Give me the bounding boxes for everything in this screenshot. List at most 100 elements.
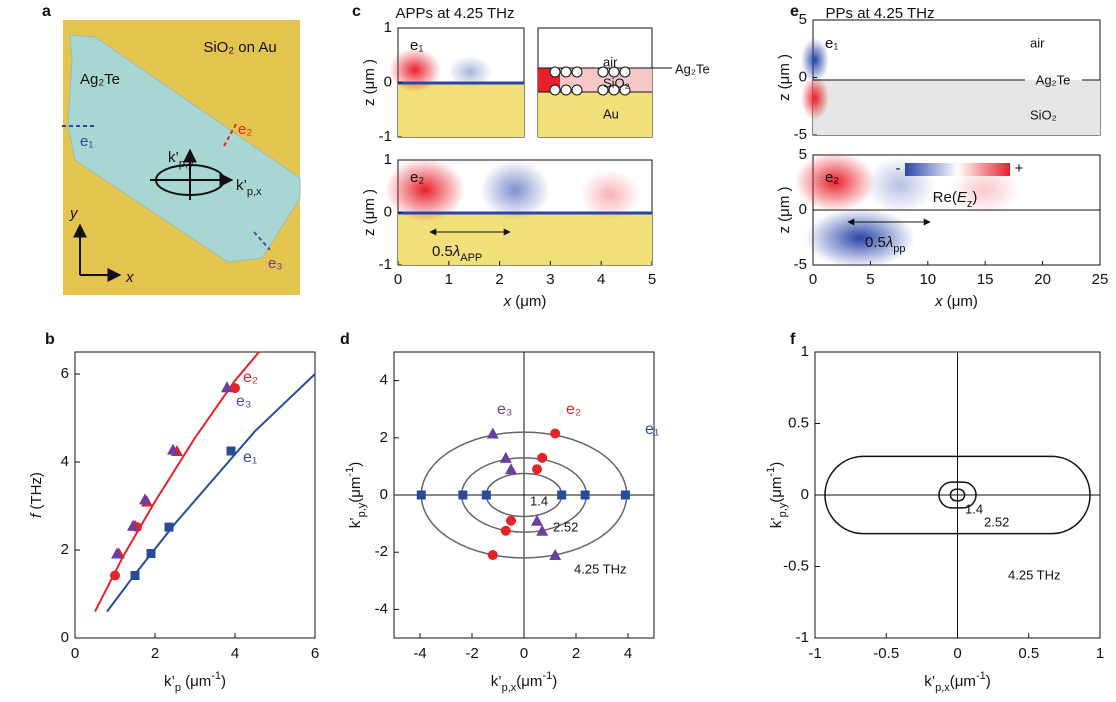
text-part: ): [986, 673, 991, 690]
layer: Ag₂Te: [1036, 72, 1071, 87]
panel-title: PPs at 4.25 THz: [826, 5, 935, 22]
field: [385, 158, 465, 222]
text-part: x: [934, 293, 943, 310]
x-tick-label: 2: [151, 645, 159, 662]
text-part: -1: [542, 670, 552, 682]
point: [130, 571, 140, 581]
x-tick-label: 0: [71, 645, 79, 662]
x-tick-label: 1: [445, 271, 453, 288]
text-part: -1: [976, 670, 986, 682]
text-part: -1: [344, 467, 356, 477]
x-tick-label: 4: [597, 271, 605, 288]
x-tick-label: -0.5: [873, 645, 899, 662]
text-part: -1: [211, 670, 221, 682]
gold: [398, 83, 524, 137]
point: [536, 524, 549, 536]
layer: SiO₂: [1030, 107, 1057, 122]
layer: SiO₂: [603, 75, 630, 90]
y-tick-label: 2: [380, 429, 388, 446]
text-part: (μm: [768, 477, 785, 503]
panel-label: e: [790, 3, 799, 20]
text-part: E: [957, 189, 968, 206]
point: [221, 381, 233, 393]
fit-line: [106, 373, 316, 613]
panel-label: a: [42, 3, 51, 20]
contour-label: 2.52: [984, 514, 1009, 529]
point: [167, 443, 179, 455]
y-tick-label: 0: [799, 201, 807, 218]
cut-label: e₃: [268, 255, 282, 272]
x-tick-label: 0: [953, 645, 961, 662]
x-tick-label: 5: [866, 271, 874, 288]
tag: e₁: [825, 35, 838, 52]
y-axis-label: k’p,y(μm-1): [765, 462, 789, 528]
text-part: x: [503, 293, 512, 310]
y-tick-label: 0: [801, 486, 809, 503]
x-tick-label: -2: [465, 645, 478, 662]
axis-label: y: [69, 205, 79, 222]
x-tick-label: 25: [1092, 271, 1109, 288]
x-tick-label: 0: [394, 271, 402, 288]
panel-a: a SiO₂ on Au Ag₂Te e₁ e₂ e₃ y x: [42, 3, 301, 295]
text-part: λ: [452, 243, 460, 260]
label: SiO₂ on Au: [203, 39, 276, 56]
y-axis-label: z (μm ): [361, 189, 378, 236]
text-part: (μm: [516, 673, 542, 690]
y-tick-label: 6: [61, 365, 69, 382]
text-part: k’: [491, 673, 502, 690]
y-tick-label: -1: [796, 629, 809, 646]
text-part: ): [221, 673, 226, 690]
tag: e₁: [410, 37, 423, 54]
axes: [74, 351, 316, 639]
label: Ag₂Te: [80, 71, 120, 88]
point: [506, 515, 516, 526]
colorbar-low: -: [896, 160, 901, 177]
text-part: p,x: [247, 186, 262, 198]
x-tick-label: 5: [648, 271, 656, 288]
text-part: Re(: [933, 189, 957, 206]
colorbar-high: +: [1015, 160, 1024, 177]
text-part: (μm: [950, 673, 976, 690]
point: [481, 490, 491, 500]
x-tick-label: 3: [546, 271, 554, 288]
text-part: 0.5: [432, 243, 453, 260]
y-tick-label: 0: [384, 203, 392, 220]
cut-label: e₂: [238, 121, 252, 138]
x-axis-label: x (μm): [934, 293, 978, 310]
contour: [949, 488, 966, 502]
y-tick-label: 4: [380, 372, 388, 389]
point: [458, 490, 468, 500]
point: [230, 383, 240, 394]
x-tick-label: 0: [809, 271, 817, 288]
contour-label: 1.4: [530, 493, 548, 508]
y-tick-label: -1: [379, 128, 392, 145]
text-part: p,y: [777, 502, 789, 517]
y-tick-label: 5: [799, 11, 807, 28]
x-tick-label: 2: [495, 271, 503, 288]
text-part: ): [347, 462, 364, 467]
axis-label: k’p,x: [236, 177, 262, 198]
gold: [538, 92, 652, 137]
wavelength: 0.5λAPP: [432, 243, 482, 264]
text-part: pp: [893, 243, 905, 255]
point: [226, 446, 236, 456]
x-axis-label: x (μm): [503, 293, 547, 310]
tag: e₂: [825, 169, 839, 186]
text-part: z: [967, 198, 973, 210]
y-axis-label: z (μm ): [776, 187, 793, 234]
x-tick-label: 4: [624, 645, 632, 662]
wavelength: 0.5λpp: [865, 234, 906, 255]
series-label: e₂: [243, 369, 258, 386]
contour: [824, 455, 1091, 535]
text-part: k’: [236, 177, 247, 194]
point: [505, 463, 517, 475]
text-part: p,x: [935, 682, 950, 694]
series-label: e₁: [645, 421, 659, 438]
point: [487, 550, 498, 561]
point: [486, 427, 499, 439]
x-tick-label: -4: [413, 645, 426, 662]
contour-label: 4.25 THz: [574, 561, 627, 576]
axis-label: x: [125, 269, 134, 286]
panel-label: d: [340, 331, 350, 348]
text-part: k’: [924, 673, 935, 690]
